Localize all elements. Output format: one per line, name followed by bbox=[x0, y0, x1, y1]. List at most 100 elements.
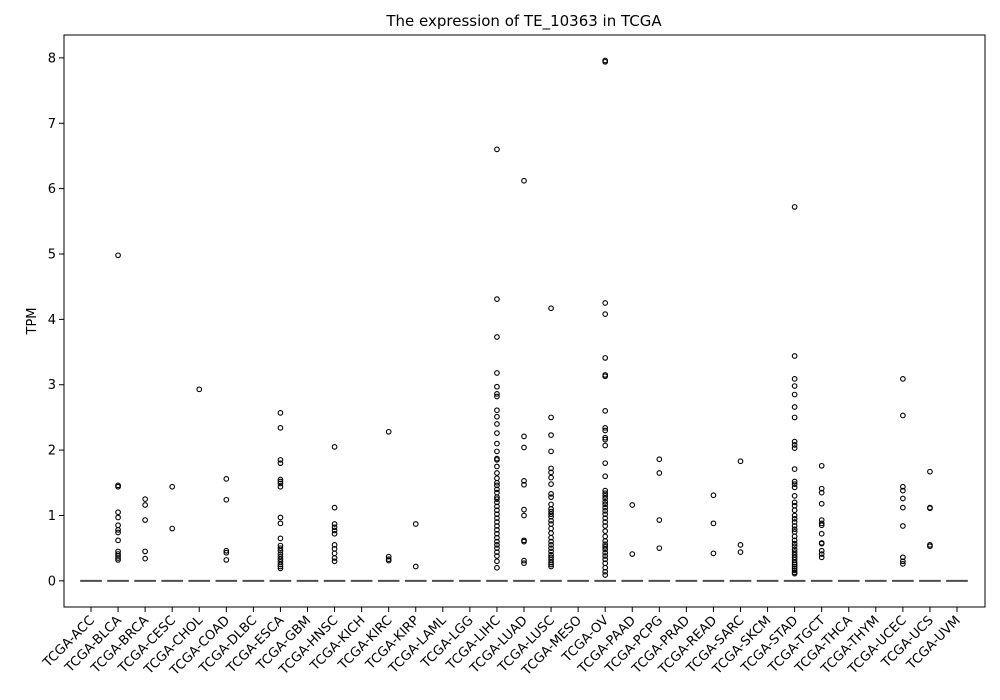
outlier-point bbox=[791, 567, 798, 574]
outlier-point bbox=[115, 529, 121, 536]
outlier-point bbox=[115, 557, 121, 563]
outlier-point bbox=[548, 542, 554, 548]
outlier-point bbox=[412, 563, 419, 570]
outlier-point bbox=[548, 448, 554, 455]
x-axis: TCGA-ACCTCGA-BLCATCGA-BRCATCGA-CESCTCGA-… bbox=[40, 607, 964, 679]
outlier-point bbox=[494, 534, 500, 541]
outlier-point bbox=[791, 478, 798, 485]
outlier-point bbox=[602, 538, 609, 544]
outlier-point bbox=[818, 522, 825, 529]
outlier-point bbox=[791, 391, 798, 398]
outlier-point bbox=[169, 483, 176, 490]
outlier-point bbox=[277, 561, 284, 568]
outlier-point bbox=[656, 470, 663, 476]
outlier-point bbox=[548, 506, 554, 512]
outlier-point bbox=[277, 425, 284, 431]
outlier-point bbox=[494, 482, 500, 489]
outlier-point bbox=[494, 515, 500, 521]
outlier-point bbox=[602, 523, 609, 529]
outlier-point bbox=[602, 490, 609, 497]
outlier-point bbox=[791, 549, 798, 555]
outlier-point bbox=[385, 557, 392, 564]
outlier-point bbox=[656, 517, 663, 523]
outlier-point bbox=[277, 457, 284, 463]
y-axis-label: TPM bbox=[25, 308, 40, 336]
outlier-point bbox=[602, 427, 609, 434]
outlier-point bbox=[818, 520, 825, 527]
outlier-point bbox=[900, 558, 906, 565]
outlier-point bbox=[494, 430, 500, 436]
outlier-point bbox=[494, 407, 500, 414]
outlier-point bbox=[791, 376, 798, 382]
outlier-point bbox=[791, 563, 798, 570]
outlier-point bbox=[277, 514, 284, 521]
outlier-point bbox=[629, 551, 636, 557]
outlier-point bbox=[791, 204, 798, 210]
outlier-point bbox=[521, 557, 527, 564]
outlier-point bbox=[602, 300, 609, 306]
outlier-point bbox=[900, 504, 906, 511]
outlier-point bbox=[331, 527, 338, 534]
outlier-point bbox=[791, 570, 798, 577]
outlier-point bbox=[602, 511, 609, 518]
outlier-point bbox=[602, 533, 609, 540]
outlier-point bbox=[602, 553, 609, 559]
y-tick-label: 7 bbox=[48, 117, 56, 132]
outlier-point bbox=[548, 561, 554, 568]
outlier-point bbox=[602, 460, 609, 467]
y-tick-label: 0 bbox=[48, 574, 56, 589]
outlier-point bbox=[710, 550, 717, 557]
outlier-point bbox=[818, 554, 825, 561]
outlier-point bbox=[791, 353, 798, 359]
outlier-point bbox=[196, 386, 203, 393]
outlier-point bbox=[494, 503, 500, 510]
outlier-point bbox=[494, 519, 500, 525]
outlier-point bbox=[791, 551, 798, 558]
outlier-point bbox=[142, 502, 148, 508]
outlier-point bbox=[494, 370, 500, 376]
outlier-point bbox=[494, 553, 500, 559]
outlier-point bbox=[331, 443, 338, 450]
outlier-point bbox=[602, 556, 609, 563]
outlier-point bbox=[927, 505, 933, 512]
outlier-point bbox=[791, 383, 798, 389]
outlier-point bbox=[494, 486, 500, 493]
outlier-point bbox=[521, 477, 527, 484]
outlier-point bbox=[142, 555, 148, 562]
outlier-point bbox=[791, 559, 798, 566]
outlier-point bbox=[602, 434, 609, 441]
outlier-point bbox=[331, 558, 338, 565]
outlier-point bbox=[331, 530, 338, 537]
outlier-point bbox=[494, 558, 500, 565]
outlier-point bbox=[494, 457, 500, 463]
outlier-point bbox=[927, 543, 933, 550]
outlier-point bbox=[791, 445, 798, 451]
outlier-point bbox=[385, 428, 392, 435]
outlier-point bbox=[602, 544, 609, 550]
outlier-point bbox=[818, 489, 825, 496]
outlier-point bbox=[818, 500, 825, 507]
outlier-point bbox=[737, 542, 744, 548]
outlier-point bbox=[277, 545, 284, 552]
outlier-point bbox=[927, 468, 933, 475]
outlier-point bbox=[818, 551, 825, 557]
outlier-point bbox=[548, 494, 554, 501]
outlier-point bbox=[602, 528, 609, 535]
outlier-point bbox=[602, 425, 609, 431]
outlier-point bbox=[791, 543, 798, 550]
outlier-point bbox=[548, 551, 554, 558]
outlier-point bbox=[277, 547, 284, 554]
outlier-point bbox=[548, 513, 554, 520]
outlier-point bbox=[602, 58, 609, 65]
outlier-point bbox=[818, 540, 825, 547]
outlier-point bbox=[277, 480, 284, 487]
outlier-point bbox=[900, 483, 906, 490]
outlier-point bbox=[115, 553, 121, 559]
outlier-point bbox=[277, 556, 284, 563]
outlier-point bbox=[494, 440, 500, 447]
outlier-point bbox=[548, 305, 554, 312]
outlier-point bbox=[818, 517, 825, 523]
outlier-point bbox=[548, 517, 554, 524]
outlier-point bbox=[791, 533, 798, 540]
outlier-point bbox=[331, 542, 338, 548]
